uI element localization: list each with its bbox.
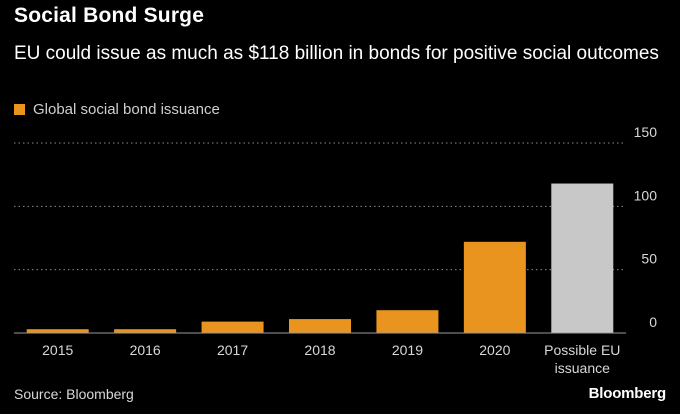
x-tick-label: issuance — [555, 360, 610, 376]
bar — [26, 329, 89, 333]
x-tick-label: 2016 — [130, 342, 161, 358]
bar — [376, 310, 439, 333]
y-tick-label: 100 — [634, 187, 658, 203]
y-tick-label: 150 — [634, 124, 658, 140]
x-tick-label: 2015 — [42, 342, 73, 358]
legend-label: Global social bond issuance — [33, 101, 220, 118]
x-tick-label: 2018 — [304, 342, 335, 358]
x-tick-label: 2019 — [392, 342, 423, 358]
chart-subtitle: EU could issue as much as $118 billion i… — [14, 43, 659, 64]
bloomberg-logo: Bloomberg — [588, 385, 667, 402]
bar — [289, 319, 351, 333]
bar — [463, 241, 526, 333]
x-tick-label: 2017 — [217, 342, 248, 358]
x-tick-label: 2020 — [479, 342, 510, 358]
y-tick-label: 0 — [649, 314, 657, 330]
legend-swatch — [14, 104, 25, 115]
bar — [114, 329, 177, 333]
y-tick-label: 50 — [641, 251, 657, 267]
bar — [551, 183, 614, 333]
legend: Global social bond issuance — [14, 101, 220, 118]
chart-title: Social Bond Surge — [14, 4, 205, 27]
x-tick-label: Possible EU — [544, 342, 620, 358]
bar — [201, 321, 264, 333]
source-note: Source: Bloomberg — [14, 386, 134, 402]
